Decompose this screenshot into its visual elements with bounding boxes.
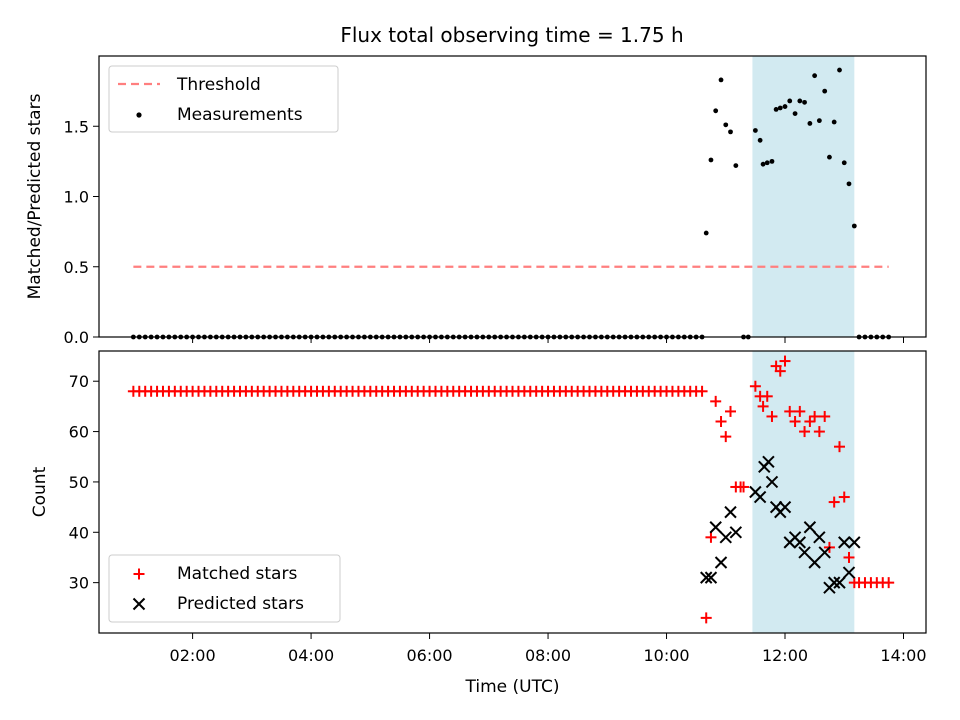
predicted-star-point	[753, 490, 767, 504]
y-tick-label: 1.0	[64, 188, 89, 207]
measurement-point	[782, 104, 788, 109]
measurement-point	[757, 137, 763, 143]
x-tick-label: 06:00	[407, 646, 453, 665]
matched-star-points	[127, 355, 895, 624]
predicted-star-point	[813, 531, 826, 544]
predicted-star-point	[848, 536, 861, 549]
measurement-point	[827, 154, 832, 160]
legend-predicted-sample	[132, 597, 146, 611]
y-tick-label: 1.5	[64, 117, 89, 136]
predicted-star-point	[709, 521, 722, 534]
predicted-star-point	[700, 571, 713, 584]
y-tick-label: 40	[69, 523, 89, 542]
ratio-x-ticks	[192, 337, 904, 343]
x-tick-label: 02:00	[170, 646, 216, 665]
legend-matched-label: Matched stars	[177, 564, 297, 584]
predicted-star-point	[838, 536, 851, 549]
x-tick-label: 04:00	[288, 646, 334, 665]
measurement-point	[807, 121, 813, 126]
ratio-legend: Threshold Measurements	[108, 65, 339, 133]
measurement-point	[718, 77, 724, 83]
measurement-point	[764, 160, 770, 166]
measurement-point	[802, 99, 807, 105]
measurement-point	[797, 98, 803, 104]
predicted-star-point	[798, 546, 811, 559]
measurement-point	[773, 106, 779, 112]
chart-title: Flux total observing time = 1.75 h	[340, 23, 683, 47]
predicted-star-point	[724, 505, 737, 519]
predicted-star-point	[704, 571, 718, 584]
y-tick-label: 50	[69, 473, 89, 492]
predicted-star-point	[762, 455, 775, 468]
x-tick-label: 08:00	[525, 646, 571, 665]
predicted-star-point	[793, 536, 807, 549]
predicted-star-point	[818, 546, 831, 559]
measurement-point	[713, 108, 719, 114]
measurement-point	[787, 98, 793, 104]
count-y-ticks: 30 40 50 60 70	[69, 372, 99, 593]
legend-matched-sample	[133, 568, 145, 580]
count-legend-box	[108, 554, 341, 623]
measurement-point	[769, 158, 775, 164]
predicted-star-point	[803, 521, 817, 534]
y-tick-label: 0.5	[64, 258, 89, 277]
measurement-point	[851, 223, 857, 229]
y-tick-label: 30	[69, 574, 89, 593]
ratio-legend-box	[108, 65, 339, 133]
time-x-ticks: 02:00 04:00 06:00 08:00 10:00 12:00 14:00	[170, 633, 927, 665]
measurement-point	[792, 111, 798, 117]
y-tick-label: 60	[69, 423, 89, 442]
predicted-star-points	[700, 455, 861, 594]
measurement-point	[752, 128, 758, 133]
measurement-point	[816, 118, 822, 124]
measurement-point	[703, 230, 709, 236]
measurement-point	[723, 122, 729, 128]
measurement-point	[812, 73, 818, 79]
x-tick-label: 12:00	[762, 646, 808, 665]
legend-measurement-sample	[136, 112, 142, 118]
predicted-star-point	[808, 556, 821, 569]
legend-measurements-label: Measurements	[177, 105, 303, 125]
predicted-star-point	[833, 576, 846, 589]
observing-window-band-top	[752, 56, 855, 337]
x-tick-label: 14:00	[880, 646, 926, 665]
legend-predicted-label: Predicted stars	[177, 594, 304, 614]
predicted-star-point	[778, 500, 792, 514]
y-tick-label: 0.0	[64, 328, 89, 347]
measurement-point	[760, 161, 766, 167]
measurement-point	[837, 67, 842, 73]
predicted-star-point	[842, 566, 856, 579]
count-axes-frame	[98, 350, 927, 634]
x-tick-label: 10:00	[643, 646, 689, 665]
time-x-axis-label: Time (UTC)	[465, 677, 560, 697]
measurement-point	[708, 157, 714, 163]
measurement-point	[831, 119, 837, 125]
predicted-star-point	[827, 576, 841, 589]
ratio-panel: 0.0 0.5 1.0 1.5 Matched/Predicted stars Thr…	[25, 55, 927, 347]
measurement-point	[733, 163, 739, 168]
ratio-y-ticks: 0.0 0.5 1.0 1.5	[64, 117, 99, 347]
measurement-point	[728, 129, 733, 135]
predicted-star-point	[729, 526, 743, 539]
measurement-point	[841, 160, 847, 166]
predicted-star-point	[714, 556, 728, 569]
measurement-point	[822, 88, 828, 94]
ratio-y-axis-label: Matched/Predicted stars	[25, 93, 45, 299]
measurement-point	[846, 181, 852, 187]
measurement-point	[777, 105, 783, 111]
legend-predicted-marker	[132, 597, 146, 611]
count-panel: 30 40 50 60 70 02:00 04:00 06:00 08:00 10:00 12:0…	[30, 350, 927, 697]
predicted-star-point	[719, 531, 732, 544]
count-y-axis-label: Count	[30, 466, 50, 517]
legend-threshold-label: Threshold	[176, 75, 261, 95]
count-legend: Matched stars Predicted stars	[108, 554, 341, 623]
y-tick-label: 70	[69, 372, 89, 391]
predicted-star-point	[765, 475, 779, 489]
